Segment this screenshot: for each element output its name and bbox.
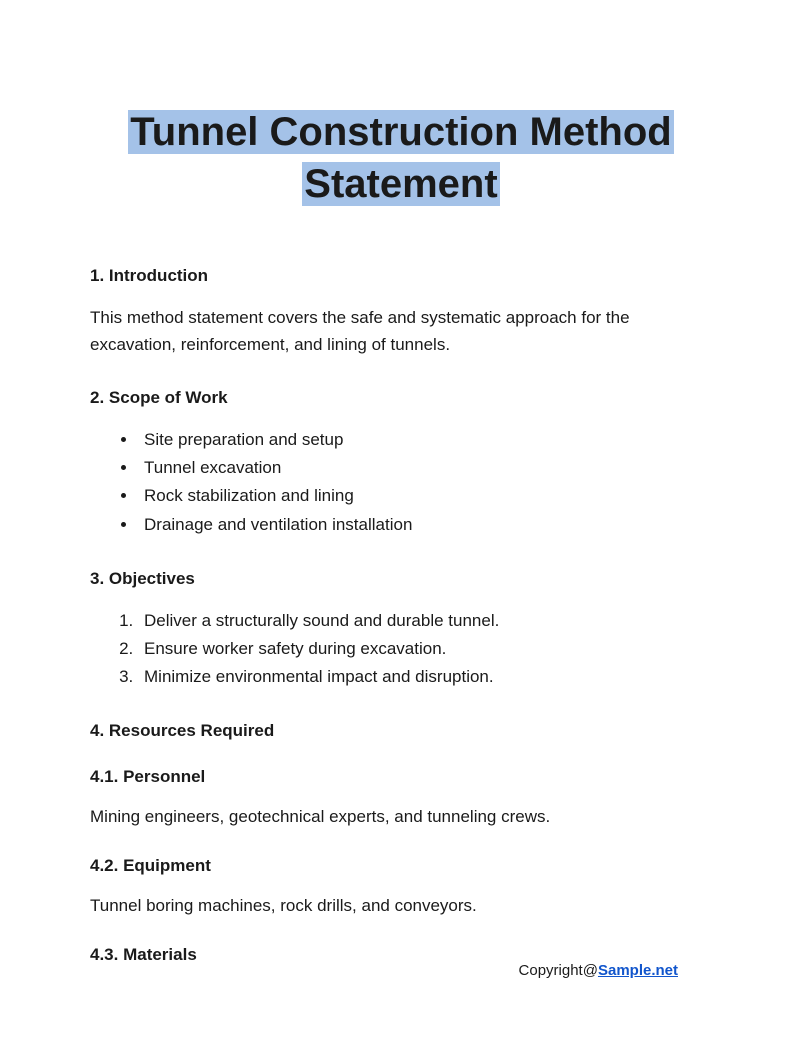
section-2-head: 2. Scope of Work: [90, 388, 712, 408]
section-4-2-head: 4.2. Equipment: [90, 856, 712, 876]
footer-prefix: Copyright@: [519, 962, 598, 979]
section-4-1-body: Mining engineers, geotechnical experts, …: [90, 803, 712, 830]
list-item: Tunnel excavation: [138, 454, 712, 482]
title-line-2: Statement: [302, 162, 499, 206]
document-page: Tunnel Construction Method Statement 1. …: [0, 0, 802, 965]
section-4-2-body: Tunnel boring machines, rock drills, and…: [90, 892, 712, 919]
section-1-body: This method statement covers the safe an…: [90, 304, 712, 358]
section-4-head: 4. Resources Required: [90, 721, 712, 741]
scope-list: Site preparation and setup Tunnel excava…: [90, 426, 712, 538]
list-item: Ensure worker safety during excavation.: [138, 635, 712, 663]
section-4-1-head: 4.1. Personnel: [90, 767, 712, 787]
section-1-head: 1. Introduction: [90, 266, 712, 286]
list-item: Site preparation and setup: [138, 426, 712, 454]
list-item: Deliver a structurally sound and durable…: [138, 607, 712, 635]
section-3-head: 3. Objectives: [90, 569, 712, 589]
objectives-list: Deliver a structurally sound and durable…: [90, 607, 712, 691]
list-item: Rock stabilization and lining: [138, 482, 712, 510]
page-title: Tunnel Construction Method Statement: [90, 106, 712, 210]
footer: Copyright@Sample.net: [519, 962, 678, 979]
footer-link[interactable]: Sample.net: [598, 962, 678, 979]
title-line-1: Tunnel Construction Method: [128, 110, 673, 154]
list-item: Minimize environmental impact and disrup…: [138, 663, 712, 691]
list-item: Drainage and ventilation installation: [138, 511, 712, 539]
